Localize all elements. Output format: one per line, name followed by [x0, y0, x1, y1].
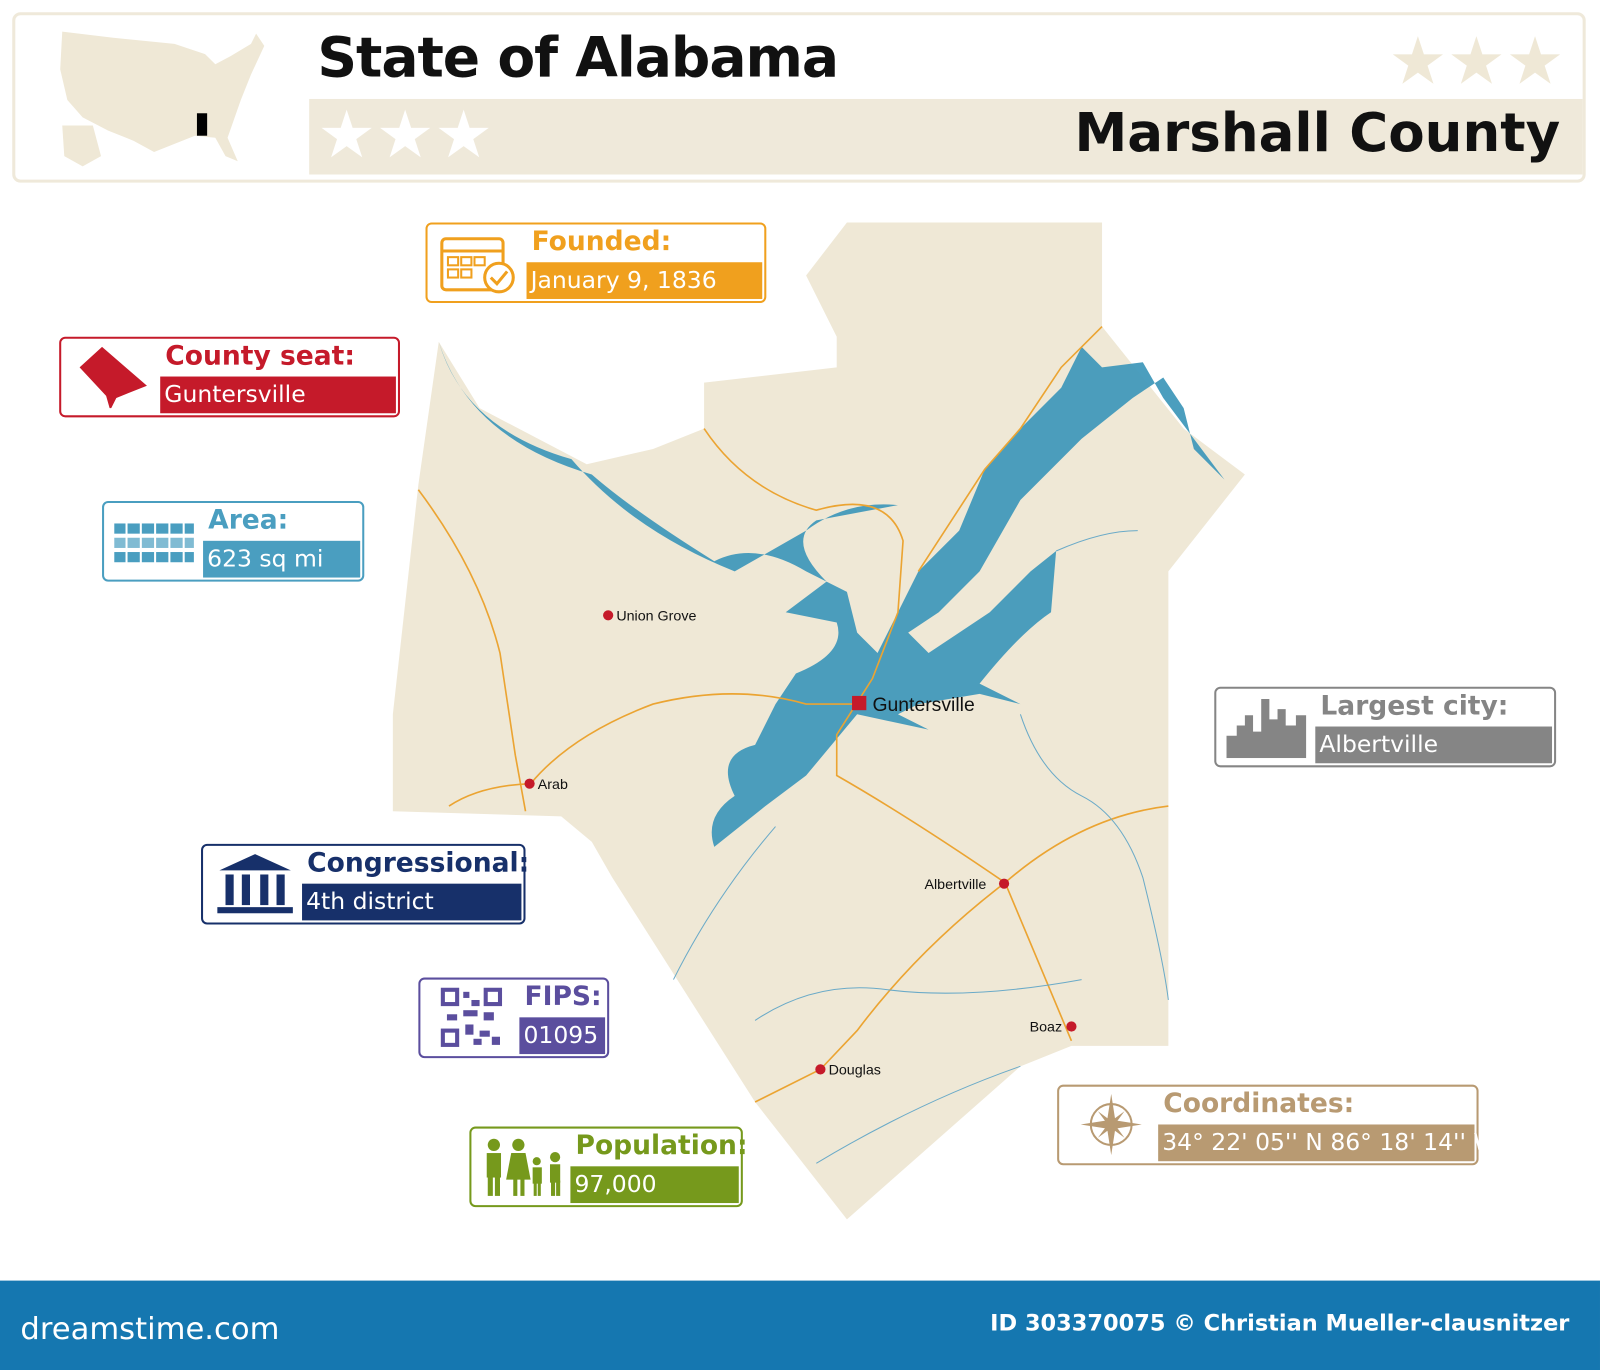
streams: [673, 530, 1169, 1164]
brand-logo: dreamstime.com: [20, 1311, 280, 1347]
area-label: Area:: [208, 505, 289, 536]
largest-city-box: Largest city: Albertville: [1214, 686, 1557, 768]
compass-rose-icon: [1080, 1093, 1142, 1156]
fips-box: FIPS: 01095: [418, 977, 610, 1059]
coordinates-box: Coordinates: 34° 22' 05'' N 86° 18' 14''…: [1057, 1084, 1497, 1166]
city-dot: [815, 1064, 826, 1075]
skyline-icon: [1226, 698, 1307, 759]
footer-bar: dreamstime.com ID 303370075 © Christian …: [0, 1280, 1600, 1370]
population-box: Population: 97,000: [469, 1126, 748, 1208]
founded-label: Founded:: [531, 226, 672, 258]
usa-map-icon: [60, 31, 265, 167]
county-seat-box: County seat: Guntersville: [59, 336, 400, 418]
coordinates-label: Coordinates:: [1163, 1088, 1355, 1120]
founded-box: Founded: January 9, 1836: [425, 222, 767, 304]
government-building-icon: [217, 854, 293, 914]
area-value: 623 sq mi: [203, 540, 361, 578]
lake-guntersville: [438, 341, 1225, 847]
largest-city-label: Largest city:: [1320, 690, 1509, 722]
county-seat-marker: [852, 695, 867, 711]
city-dot: [524, 778, 535, 789]
stars-decoration: ★★★: [317, 97, 493, 174]
fips-label: FIPS:: [524, 981, 602, 1013]
stars-decoration: ★★★: [1388, 24, 1565, 100]
county-map: Union Grove Guntersville Arab Albertvill…: [392, 222, 1245, 1220]
county-band: ★★★ Marshall County: [309, 97, 1583, 175]
city-label: Boaz: [1030, 1020, 1063, 1036]
city-dot: [998, 878, 1010, 889]
location-pin-icon: [79, 346, 147, 409]
coordinates-value: 34° 22' 05'' N 86° 18' 14'' W: [1158, 1124, 1497, 1162]
county-seat-value: Guntersville: [160, 376, 396, 414]
founded-value: January 9, 1836: [526, 262, 763, 299]
qr-code-icon: [440, 987, 503, 1047]
fips-value: 01095: [519, 1017, 606, 1055]
largest-city-value: Albertville: [1315, 726, 1553, 764]
image-credit: ID 303370075 © Christian Mueller-clausni…: [990, 1311, 1570, 1337]
cities: Union Grove Guntersville Arab Albertvill…: [524, 608, 1077, 1078]
city-label: Albertville: [924, 877, 986, 893]
city-dot: [1066, 1021, 1077, 1032]
population-label: Population:: [575, 1130, 748, 1162]
congressional-value: 4th district: [302, 883, 522, 921]
congressional-label: Congressional:: [307, 847, 530, 879]
grid-area-icon: [114, 519, 194, 567]
county-seat-label: County seat:: [165, 340, 355, 372]
city-label: Arab: [538, 777, 568, 793]
population-value: 97,000: [570, 1166, 739, 1204]
roads: [417, 325, 1169, 1103]
state-title: State of Alabama: [317, 25, 839, 90]
family-icon: [486, 1138, 561, 1196]
calendar-check-icon: [440, 237, 515, 294]
city-label: Douglas: [829, 1062, 881, 1078]
area-box: Area: 623 sq mi: [102, 501, 365, 582]
congressional-box: Congressional: 4th district: [201, 843, 529, 925]
header-panel: State of Alabama ★★★ ★★★ Marshall County: [12, 12, 1586, 183]
city-label: Guntersville: [872, 694, 974, 716]
city-dot: [603, 610, 614, 621]
county-title: Marshall County: [1074, 103, 1561, 165]
city-label: Union Grove: [616, 608, 696, 624]
